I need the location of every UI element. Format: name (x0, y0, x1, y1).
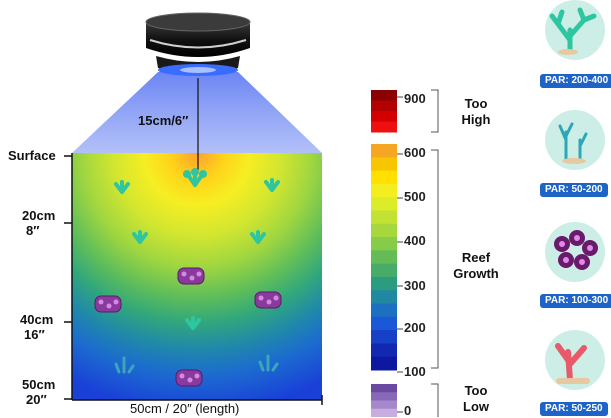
depth-label-50cm: 50cm 20″ (22, 377, 56, 407)
tick-600: 600 (404, 145, 426, 160)
depth-label-40cm: 40cm 16″ (20, 312, 54, 342)
tick-200: 200 (404, 320, 426, 335)
growth-swatch (371, 210, 397, 225)
too-high-swatch (371, 100, 397, 112)
tick-0: 0 (404, 403, 412, 418)
growth-swatch (371, 223, 397, 238)
light-fixture-icon (145, 12, 251, 76)
too-low-swatch (371, 408, 397, 417)
zoanthid-coral-icon (545, 222, 605, 282)
light-diagram (64, 12, 323, 405)
growth-swatch (371, 330, 397, 344)
growth-swatch (371, 157, 397, 172)
tank-width-label: 50cm / 20″ (length) (130, 401, 240, 416)
par-color-scale (371, 90, 403, 417)
growth-swatch (371, 356, 397, 371)
par-badge-acropora: PAR: 200-400 (540, 74, 611, 88)
too-high-swatch (371, 121, 397, 133)
tick-400: 400 (404, 233, 426, 248)
growth-swatch (371, 276, 397, 291)
growth-swatch (371, 170, 397, 185)
par-badge-mushroom: PAR: 50-250 (540, 402, 608, 416)
tick-100: 100 (404, 364, 426, 379)
par-badge-zoanthid: PAR: 100-300 (540, 294, 611, 308)
growth-swatch (371, 183, 397, 198)
too-high-swatch (371, 90, 397, 101)
too-high-swatch (371, 111, 397, 122)
zone-too-high: Too High (461, 96, 491, 127)
mushroom-coral-icon (545, 330, 605, 390)
acropora-coral-icon (545, 0, 605, 60)
tick-900: 900 (404, 91, 426, 106)
tick-300: 300 (404, 278, 426, 293)
too-low-swatch (371, 384, 397, 393)
growth-swatch (371, 290, 397, 305)
growth-swatch (371, 303, 397, 318)
growth-swatch (371, 316, 397, 331)
too-low-swatch (371, 400, 397, 410)
growth-swatch (371, 197, 397, 211)
coral-acropora-icon (183, 168, 207, 187)
depth-label-surface: Surface (8, 148, 56, 163)
zone-too-low: Too Low (463, 383, 489, 414)
soft-coral-icon (545, 110, 605, 170)
zone-brackets (431, 89, 439, 417)
tick-500: 500 (404, 189, 426, 204)
light-height-label: 15cm/6″ (138, 113, 189, 128)
growth-swatch (371, 343, 397, 358)
par-badge-soft: PAR: 50-200 (540, 183, 608, 197)
growth-swatch (371, 237, 397, 251)
growth-swatch (371, 250, 397, 265)
tank-corals (94, 168, 282, 387)
coral-legend (545, 0, 605, 390)
too-low-swatch (371, 392, 397, 401)
light-beam (72, 72, 322, 153)
zone-reef-growth: Reef Growth (453, 250, 499, 281)
growth-swatch (371, 263, 397, 278)
growth-swatch (371, 144, 397, 158)
depth-label-20cm: 20cm 8″ (22, 208, 56, 238)
